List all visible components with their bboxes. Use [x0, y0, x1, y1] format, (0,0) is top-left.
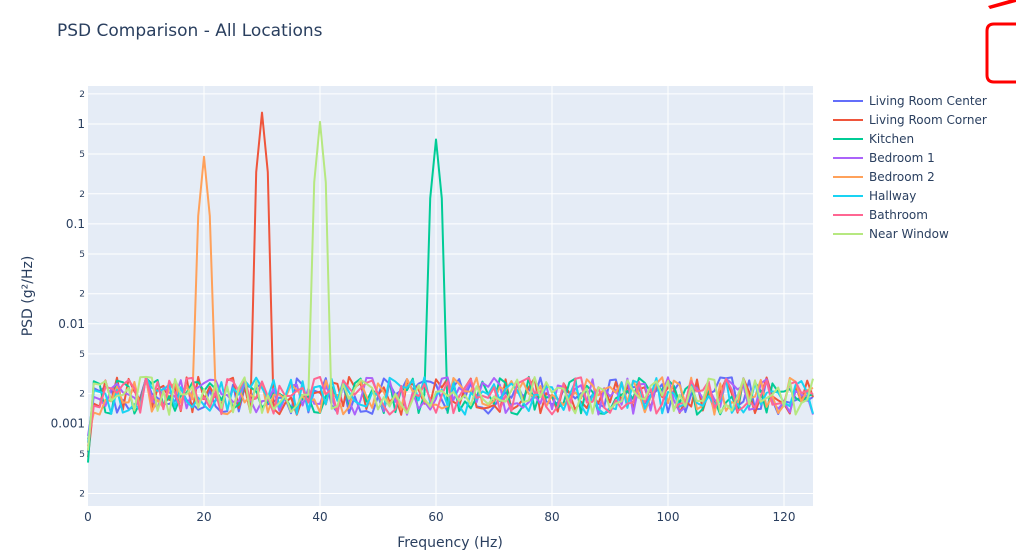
y-minor-tick-label: 2 — [79, 190, 85, 200]
legend-item[interactable]: Living Room Center — [833, 94, 987, 108]
series-line-bathroom[interactable] — [87, 376, 814, 447]
chart-title: PSD Comparison - All Locations — [57, 21, 323, 41]
x-axis-title: Frequency (Hz) — [397, 535, 503, 551]
legend-item[interactable]: Hallway — [833, 189, 916, 203]
y-tick-label: 0.001 — [51, 417, 85, 431]
legend-item[interactable]: Bathroom — [833, 208, 928, 222]
legend-label: Near Window — [869, 227, 949, 241]
y-tick-label: 0.01 — [58, 317, 85, 331]
legend-label: Living Room Corner — [869, 113, 987, 127]
legend-item[interactable]: Kitchen — [833, 132, 914, 146]
series-lines — [87, 111, 814, 463]
legend-label: Bedroom 2 — [869, 170, 935, 184]
red-annotation-mark — [985, 0, 1016, 84]
x-tick-label: 40 — [312, 510, 327, 524]
legend-label: Bedroom 1 — [869, 151, 935, 165]
legend[interactable]: Living Room Center Living Room Corner Kitc… — [833, 94, 987, 241]
y-minor-tick-label: 5 — [79, 350, 85, 360]
x-tick-label: 60 — [428, 510, 443, 524]
legend-item[interactable]: Bedroom 1 — [833, 151, 935, 165]
series-line-near-window[interactable] — [87, 120, 814, 451]
x-axis-ticks: 0 20 40 60 80 100 120 — [84, 510, 795, 524]
y-minor-tick-label: 5 — [79, 150, 85, 160]
y-minor-tick-label: 5 — [79, 450, 85, 460]
y-tick-label: 0.1 — [66, 217, 85, 231]
y-minor-tick-label: 2 — [79, 390, 85, 400]
legend-item[interactable]: Living Room Corner — [833, 113, 987, 127]
y-axis-title: PSD (g²/Hz) — [20, 256, 36, 337]
x-tick-label: 80 — [544, 510, 559, 524]
legend-item[interactable]: Bedroom 2 — [833, 170, 935, 184]
y-axis-ticks: 0.001 0.01 0.1 1 2 5 2 5 2 5 2 5 2 — [51, 90, 85, 500]
legend-label: Living Room Center — [869, 94, 987, 108]
x-tick-label: 20 — [196, 510, 211, 524]
legend-label: Hallway — [869, 189, 916, 203]
legend-label: Kitchen — [869, 132, 914, 146]
y-tick-label: 1 — [77, 117, 85, 131]
x-tick-label: 120 — [773, 510, 796, 524]
y-minor-tick-label: 5 — [79, 250, 85, 260]
x-tick-label: 0 — [84, 510, 92, 524]
legend-label: Bathroom — [869, 208, 928, 222]
x-tick-label: 100 — [657, 510, 680, 524]
y-minor-tick-label: 2 — [79, 90, 85, 100]
plot-area[interactable] — [88, 86, 813, 506]
legend-item[interactable]: Near Window — [833, 227, 949, 241]
y-minor-tick-label: 2 — [79, 490, 85, 500]
y-minor-tick-label: 2 — [79, 290, 85, 300]
